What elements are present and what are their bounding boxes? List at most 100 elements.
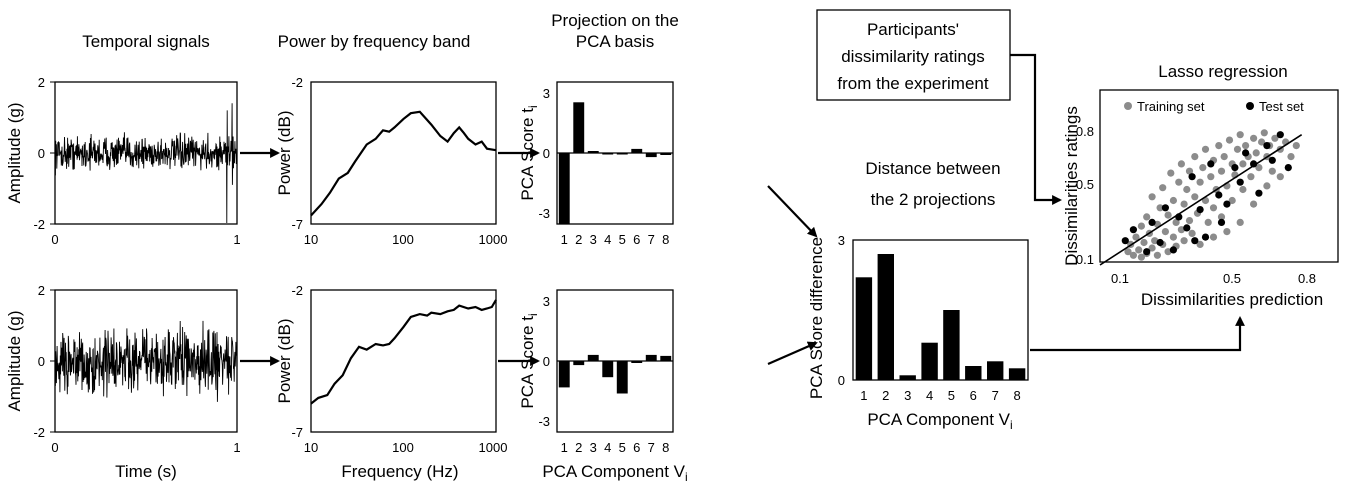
training-point-44 — [1204, 218, 1212, 226]
tick-lasso-x-08: 0.8 — [1298, 271, 1316, 286]
training-point-3 — [1132, 233, 1140, 241]
pca1-bar-5 — [616, 153, 628, 155]
test-point-23 — [1284, 164, 1292, 172]
title-temporal: Temporal signals — [82, 32, 210, 51]
training-point-26 — [1172, 218, 1180, 226]
xlabel-pca-component-1: PCA Component Vi — [542, 462, 687, 484]
training-point-61 — [1239, 185, 1247, 194]
tick-lasso-y-01: 0.1 — [1076, 252, 1094, 267]
training-point-69 — [1260, 129, 1268, 137]
training-point-4 — [1135, 246, 1143, 254]
pca2-tick-2: 2 — [575, 440, 582, 455]
training-point-67 — [1255, 164, 1263, 172]
power-plot-2: -2 -7 10 100 1000 Power (dB) Frequency (… — [275, 283, 507, 481]
pca2-bar-3 — [587, 354, 599, 361]
training-point-45 — [1207, 173, 1215, 181]
test-point-8 — [1183, 224, 1191, 232]
test-point-22 — [1276, 131, 1284, 139]
pca2-tick-7: 7 — [648, 440, 655, 455]
signal-plot-2: 2 0 -2 0 1 Amplitude (g) Time (s) — [5, 283, 241, 481]
test-point-18 — [1250, 160, 1258, 168]
tick-diff-top: 3 — [838, 233, 845, 248]
pca2-tick-3: 3 — [590, 440, 597, 455]
training-point-47 — [1209, 204, 1218, 212]
pca1-tick-4: 4 — [604, 232, 611, 247]
test-point-3 — [1148, 218, 1156, 226]
legend-training-label: Training set — [1137, 99, 1205, 114]
regression-line — [1099, 133, 1303, 266]
training-point-7 — [1140, 238, 1148, 247]
power-curve-1 — [310, 110, 497, 217]
training-point-12 — [1148, 193, 1156, 201]
title-power: Power by frequency band — [278, 32, 471, 51]
tick-lasso-y-08: 0.8 — [1076, 124, 1094, 139]
test-point-20 — [1263, 142, 1271, 150]
training-point-82 — [1263, 182, 1271, 190]
pca1-tick-1: 1 — [561, 232, 568, 247]
tick-pca-bot-1: -3 — [538, 206, 550, 221]
ylabel-pca-score-2: PCA Score ti — [518, 313, 540, 408]
arrow-pca1-to-difference — [767, 185, 818, 238]
signal-trace-2 — [54, 320, 238, 402]
pca1-bar-1 — [558, 153, 570, 224]
test-point-11 — [1201, 233, 1210, 241]
diff-bar-1 — [855, 277, 873, 380]
ylabel-diss-ratings: Dissimilarities ratings — [1062, 106, 1081, 266]
pca1-tick-2: 2 — [575, 232, 582, 247]
training-point-64 — [1247, 173, 1255, 181]
pca2-bar-5 — [616, 361, 628, 394]
test-point-6 — [1169, 246, 1177, 254]
tick-amp-mid-2: 0 — [38, 354, 45, 369]
tick-freq-100-1: 100 — [392, 232, 414, 247]
training-point-73 — [1271, 134, 1279, 142]
training-point-81 — [1209, 233, 1218, 241]
training-point-76 — [1287, 153, 1295, 161]
training-point-5 — [1137, 253, 1145, 261]
tick-amp-bot-2: -2 — [33, 425, 45, 440]
pca2-tick-6: 6 — [633, 440, 640, 455]
diff-tick-6: 6 — [970, 388, 977, 403]
training-point-30 — [1180, 237, 1188, 245]
training-point-2 — [1129, 251, 1137, 259]
training-point-60 — [1239, 160, 1247, 168]
title-distance-2: the 2 projections — [871, 190, 996, 209]
test-point-1 — [1129, 226, 1137, 234]
xlabel-diss-prediction: Dissimilarities prediction — [1141, 290, 1323, 309]
training-point-50 — [1217, 167, 1226, 175]
signal-plot-1: 2 0 -2 0 1 Amplitude (g) — [5, 75, 241, 247]
signal-path — [54, 320, 238, 402]
training-point-24 — [1169, 196, 1177, 205]
ratings-box-line-3: from the experiment — [837, 74, 988, 93]
training-point-52 — [1220, 153, 1228, 161]
pca2-tick-5: 5 — [619, 440, 626, 455]
tick-pca-mid-1: 0 — [543, 146, 550, 161]
training-point-33 — [1185, 217, 1194, 225]
ylabel-amplitude-1: Amplitude (g) — [5, 102, 24, 203]
pca1-tick-5: 5 — [619, 232, 626, 247]
training-point-66 — [1252, 149, 1260, 157]
signal-trace-1 — [54, 103, 238, 224]
training-point-35 — [1188, 229, 1196, 237]
ratings-box-line-2: dissimilarity ratings — [841, 47, 985, 66]
pca2-tick-8: 8 — [662, 440, 669, 455]
training-point-79 — [1250, 200, 1258, 208]
title-lasso: Lasso regression — [1158, 62, 1287, 81]
pca2-bar-1 — [558, 361, 570, 388]
xlabel-time: Time (s) — [115, 462, 177, 481]
tick-freq-10-2: 10 — [304, 440, 318, 455]
training-point-6 — [1137, 222, 1145, 230]
training-point-49 — [1215, 142, 1223, 150]
tick-amp-top-1: 2 — [38, 75, 45, 90]
pca1-tick-3: 3 — [590, 232, 597, 247]
training-point-78 — [1236, 218, 1244, 226]
training-point-83 — [1276, 173, 1284, 181]
diff-tick-3: 3 — [904, 388, 911, 403]
pca2-bar-7 — [645, 354, 657, 361]
training-point-21 — [1164, 211, 1172, 219]
diff-bar-3 — [899, 375, 916, 380]
test-point-5 — [1161, 204, 1169, 212]
legend-test-label: Test set — [1259, 99, 1304, 114]
